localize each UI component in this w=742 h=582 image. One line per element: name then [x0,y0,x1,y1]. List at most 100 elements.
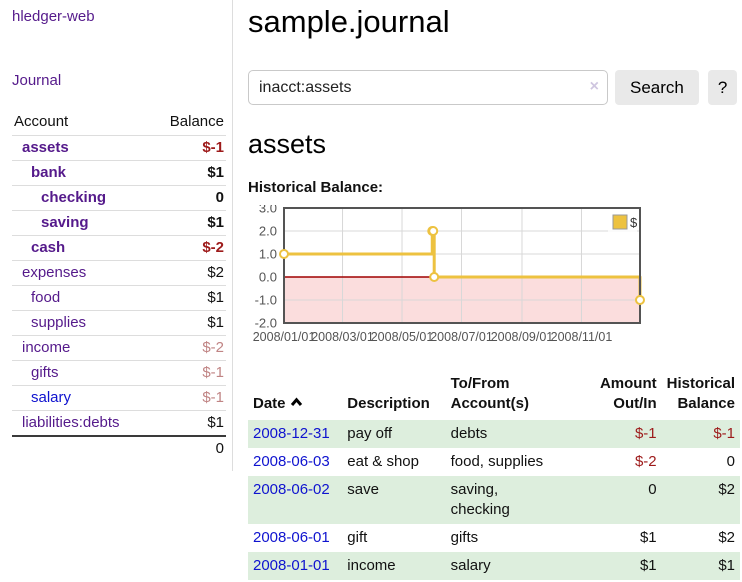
account-heading: assets [248,129,327,159]
account-table-header: Account Balance [12,110,226,136]
svg-text:0.0: 0.0 [259,270,277,285]
svg-text:2008/11/01: 2008/11/01 [551,330,613,344]
transaction-accounts: food, supplies [450,453,544,470]
account-row: gifts $-1 [12,360,226,386]
transaction-accounts: salary [450,557,491,574]
account-link[interactable]: gifts [31,364,59,381]
account-link[interactable]: liabilities:debts [22,414,120,431]
balance-chart[interactable]: $3.0 2.0 1.0 0.0 -1.0 -2.0 2008/01/01 2008/03/0… [248,201,740,352]
account-link[interactable]: bank [31,164,67,181]
transaction-description: eat & shop [347,453,419,470]
account-row: assets $-1 [12,135,226,161]
transaction-amount: $-1 [634,425,657,442]
account-balance: 0 [150,185,226,211]
account-row: supplies $1 [12,310,226,336]
account-tree-table: Account Balance assets $-1 bank $1 check… [12,110,226,461]
account-link[interactable]: checking [41,189,107,206]
account-balance: $1 [150,410,226,436]
main-content: sample.journal × Search ? assets Histori… [233,0,742,582]
svg-text:-1.0: -1.0 [255,293,277,308]
transaction-amount: $-2 [634,453,657,470]
account-table-body: assets $-1 bank $1 checking 0 saving $1 … [12,135,226,436]
account-balance: $-2 [150,335,226,361]
transaction-row: 2008-06-02 save saving, checking 0 $2 [248,476,740,524]
transaction-balance: $2 [718,481,735,498]
transaction-accounts: saving, checking [450,481,510,518]
description-header: Description [347,395,430,412]
account-link[interactable]: saving [41,214,89,231]
account-balance: $-1 [150,385,226,411]
account-link[interactable]: assets [22,139,69,156]
account-link[interactable]: expenses [22,264,87,281]
help-button[interactable]: ? [707,70,738,105]
svg-text:2008/05/01: 2008/05/01 [371,330,434,344]
account-balance: $-2 [150,235,226,261]
register-header-row: Date Description To/From Account(s) Amou… [248,373,740,420]
transaction-balance: $2 [718,529,735,546]
account-balance: $1 [150,210,226,236]
account-balance: $1 [150,160,226,186]
transaction-date-link[interactable]: 2008-06-03 [253,453,330,470]
account-row: saving $1 [12,210,226,236]
transaction-accounts: debts [450,425,488,442]
transaction-description: income [347,557,396,574]
account-link[interactable]: food [31,289,61,306]
tofrom-header: To/From Account(s) [450,375,529,412]
transaction-amount: $1 [639,529,657,546]
transaction-balance: $1 [718,557,735,574]
clear-search-icon[interactable]: × [589,78,599,95]
account-balance: $1 [150,285,226,311]
sidebar: hledger-web Journal Account Balance asse… [0,0,233,471]
balance-column-header: Balance [169,113,224,130]
balance-header: Historical Balance [666,375,735,412]
account-link[interactable]: income [22,339,71,356]
transaction-row: 2008-12-31 pay off debts $-1 $-1 [248,420,740,448]
total-spacer [12,435,151,461]
svg-text:-2.0: -2.0 [255,316,277,331]
account-link[interactable]: supplies [31,314,87,331]
transaction-description: pay off [347,425,393,442]
register-table-body: 2008-12-31 pay off debts $-1 $-1 2008-06… [248,420,740,580]
account-row: cash $-2 [12,235,226,261]
transaction-date-link[interactable]: 2008-12-31 [253,425,330,442]
register-table: Date Description To/From Account(s) Amou… [248,373,740,580]
account-link[interactable]: salary [31,389,72,406]
amount-header: Amount Out/In [599,375,657,412]
transaction-date-link[interactable]: 2008-06-02 [253,481,330,498]
transaction-row: 2008-06-01 gift gifts $1 $2 [248,524,740,552]
sidebar-item-journal[interactable]: Journal [12,72,62,89]
account-row: checking 0 [12,185,226,211]
account-balance: $1 [150,310,226,336]
svg-text:2.0: 2.0 [259,224,277,239]
account-total-row: 0 [12,435,226,461]
search-input[interactable] [248,70,608,105]
transaction-row: 2008-06-03 eat & shop food, supplies $-2… [248,448,740,476]
app-title-link[interactable]: hledger-web [12,8,95,25]
transaction-description: gift [347,529,368,546]
svg-text:1.0: 1.0 [259,247,277,262]
transaction-accounts: gifts [450,529,479,546]
transaction-date-link[interactable]: 2008-06-01 [253,529,330,546]
account-row: income $-2 [12,335,226,361]
account-row: liabilities:debts $1 [12,410,226,436]
account-balance: $2 [150,260,226,286]
transaction-amount: $1 [639,557,657,574]
search-form: × Search ? [248,70,740,105]
chart-svg[interactable]: $3.0 2.0 1.0 0.0 -1.0 -2.02008/01/012008/03/0… [248,201,648,347]
account-balance: $-1 [150,360,226,386]
account-link[interactable]: cash [31,239,66,256]
transaction-row: 2008-01-01 income salary $1 $1 [248,552,740,580]
total-balance: 0 [150,435,226,461]
search-button[interactable]: Search [615,70,699,105]
date-sort-header[interactable]: Date [248,373,342,420]
svg-text:2008/07/01: 2008/07/01 [430,330,493,344]
transaction-balance: $-1 [713,425,735,442]
svg-text:$: $ [630,215,638,230]
transaction-date-link[interactable]: 2008-01-01 [253,557,330,574]
account-column-header: Account [14,113,69,130]
account-balance: $-1 [150,135,226,161]
svg-text:3.0: 3.0 [259,205,277,216]
svg-text:2008/09/01: 2008/09/01 [491,330,554,344]
chevron-up-icon [290,397,302,406]
account-row: expenses $2 [12,260,226,286]
